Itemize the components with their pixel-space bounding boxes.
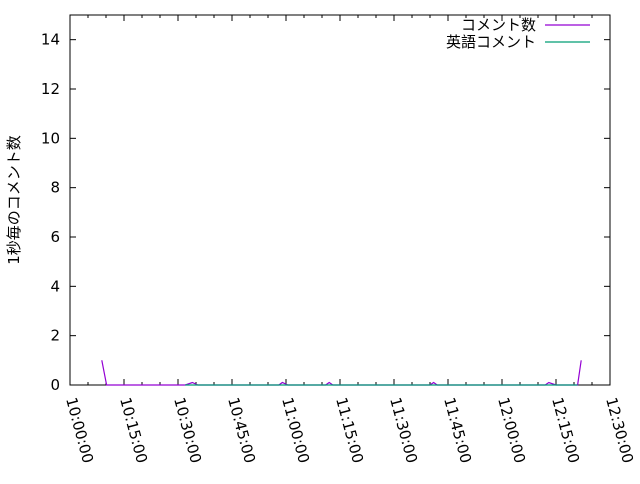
axes: 0 2 4 6 8 10 12 14 10:00:00 10:15:00 10:30:00 10:45… xyxy=(41,14,637,465)
x-tick-label: 12:30:00 xyxy=(602,395,637,465)
legend-label: 英語コメント xyxy=(446,33,536,51)
y-tick-label: 12 xyxy=(41,80,60,98)
y-tick-label: 14 xyxy=(41,31,60,49)
y-tick-label: 8 xyxy=(50,179,60,197)
x-tick-label: 12:00:00 xyxy=(494,395,529,465)
x-tick-label: 11:15:00 xyxy=(332,395,367,465)
y-tick-label: 6 xyxy=(50,228,60,246)
y-tick-label: 0 xyxy=(50,376,60,394)
plot-border xyxy=(69,14,611,386)
x-tick-label: 10:45:00 xyxy=(224,395,259,465)
x-tick-label: 12:15:00 xyxy=(548,395,583,465)
legend-label: コメント数 xyxy=(461,16,536,34)
series-line-0 xyxy=(101,360,582,386)
series-group xyxy=(101,360,582,386)
x-tick-label: 10:15:00 xyxy=(116,395,151,465)
x-tick-label: 10:00:00 xyxy=(62,395,97,465)
x-tick-label: 11:45:00 xyxy=(440,395,475,465)
y-tick-label: 10 xyxy=(41,129,60,147)
y-tick-label: 2 xyxy=(50,327,60,345)
x-tick-label: 11:00:00 xyxy=(278,395,313,465)
x-tick-label: 11:30:00 xyxy=(386,395,421,465)
y-tick-label: 4 xyxy=(50,277,60,295)
y-axis-label: 1秒毎のコメント数 xyxy=(5,135,23,265)
x-tick-label: 10:30:00 xyxy=(170,395,205,465)
